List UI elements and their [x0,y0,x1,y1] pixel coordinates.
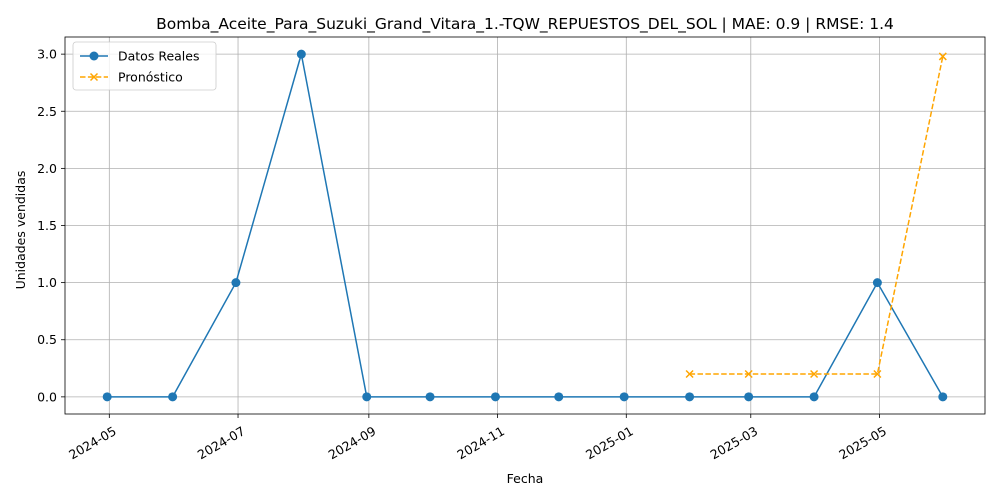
data-point-datos-reales [296,49,306,59]
data-point-datos-reales [619,392,629,402]
data-point-datos-reales [362,392,372,402]
x-marker-stroke [744,369,753,379]
data-point-datos-reales [554,392,564,402]
legend-marker [89,72,99,82]
y-axis: 0.0 0.5 1.0 1.5 2.0 2.5 3.0 [37,47,65,404]
y-tick-label: 2.0 [37,161,57,176]
legend-marker [89,51,99,61]
legend: Datos Reales Pronóstico [72,41,217,91]
data-point-datos-reales [809,392,819,402]
data-point-pronostico [685,369,694,379]
y-tick-label: 3.0 [37,47,57,62]
y-tick-label: 1.0 [37,275,57,290]
grid [65,37,985,414]
chart-title: Bomba_Aceite_Para_Suzuki_Grand_Vitara_1.… [156,15,894,34]
data-point-datos-reales [685,392,695,402]
data-point-pronostico [810,369,819,379]
series-line-datos-reales [107,53,944,398]
data-point-datos-reales [938,392,948,402]
series-datos-reales [102,49,948,402]
legend-label: Pronóstico [118,70,183,85]
data-point-datos-reales [168,392,178,402]
legend-item: Datos Reales [80,49,199,64]
data-point-datos-reales [425,392,435,402]
x-marker-stroke [938,52,947,61]
x-marker-stroke [89,72,99,82]
x-marker-stroke [685,369,694,379]
data-point-pronostico [938,52,947,61]
series-layer [102,49,948,402]
legend-label: Datos Reales [118,49,199,64]
y-tick-label: 2.5 [37,104,57,119]
legend-box [72,41,217,91]
y-tick-label: 0.5 [37,332,57,347]
data-point-datos-reales [872,278,882,288]
data-point-datos-reales [231,278,241,288]
y-axis-label: Unidades vendidas [13,171,28,290]
data-point-datos-reales [744,392,754,402]
series-line-pronostico [689,56,944,375]
y-tick-label: 0.0 [37,389,57,404]
data-point-datos-reales [490,392,500,402]
data-point-pronostico [873,369,882,379]
legend-item: Pronóstico [80,70,183,85]
data-point-datos-reales [102,392,112,402]
x-axis-label: Fecha [507,471,544,486]
x-marker-stroke [873,369,882,379]
x-marker-stroke [810,369,819,379]
y-tick-label: 1.5 [37,218,57,233]
data-point-pronostico [744,369,753,379]
series-pronostico [685,52,947,379]
